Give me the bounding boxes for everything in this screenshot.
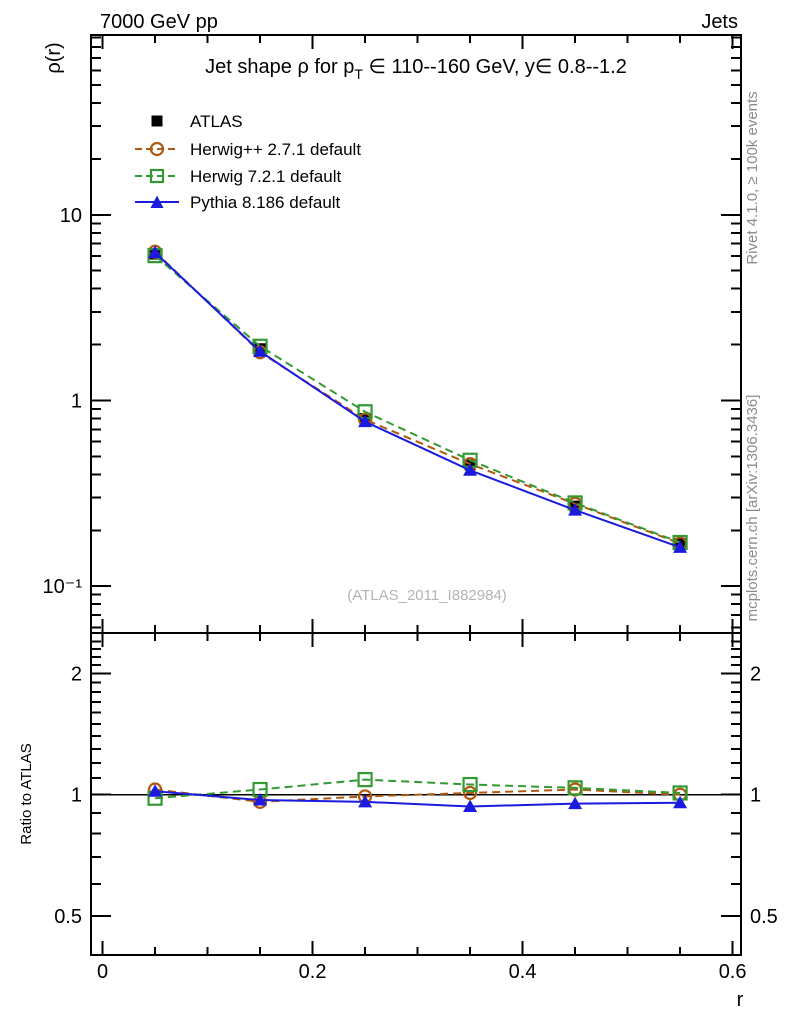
mcplots-credit-note: mcplots.cern.ch [arXiv:1306.3436] xyxy=(744,395,761,622)
plot-title-main: Jet shape ρ for p xyxy=(205,56,354,78)
x-tick-label: 0.6 xyxy=(719,961,747,983)
data-point-triangle-filled xyxy=(568,503,583,516)
y-tick-label-main: 1 xyxy=(71,391,82,413)
y-tick-label-main: 10⁻¹ xyxy=(43,576,83,598)
legend-marker-herwig7-square-icon xyxy=(149,168,165,184)
data-point-triangle-filled xyxy=(463,799,478,812)
legend-marker-pythia-triangle-icon xyxy=(150,195,164,208)
legend-label-herwig7: Herwig 7.2.1 default xyxy=(190,167,341,186)
series-line xyxy=(154,778,681,800)
y-tick-label-ratio-right: 0.5 xyxy=(750,906,778,928)
data-point-triangle-filled xyxy=(148,245,163,258)
x-axis-title: r xyxy=(737,989,744,1011)
rivet-version-note: Rivet 4.1.0, ≥ 100k events xyxy=(744,91,761,264)
y-tick-label-ratio-left: 2 xyxy=(71,663,82,685)
data-point-circle-open xyxy=(462,785,478,801)
y-axis-title-ratio: Ratio to ATLAS xyxy=(18,743,35,844)
legend-label-herwigpp: Herwig++ 2.7.1 default xyxy=(190,140,361,159)
data-point-triangle-filled xyxy=(358,414,373,428)
x-tick-label: 0.2 xyxy=(299,961,327,983)
y-tick-label-ratio-left: 0.5 xyxy=(54,906,82,928)
plot-title: Jet shape ρ for pT ∈ 110--160 GeV, y∈ 0.… xyxy=(205,56,627,82)
y-tick-label-main: 10 xyxy=(60,205,82,227)
axes-layer xyxy=(90,34,742,956)
data-point-triangle-filled xyxy=(148,784,163,797)
plot-title-rest: ∈ 110--160 GeV, y∈ 0.8--1.2 xyxy=(363,56,627,78)
x-tick-label: 0.4 xyxy=(509,961,537,983)
y-tick-label-ratio-right: 2 xyxy=(750,663,761,685)
legend-marker-atlas-square-icon xyxy=(151,115,163,127)
data-point-triangle-filled xyxy=(358,794,373,808)
data-point-triangle-filled xyxy=(673,540,688,553)
legend: ATLAS Herwig++ 2.7.1 default Herwig 7.2.… xyxy=(135,112,361,212)
data-point-triangle-filled xyxy=(568,796,583,810)
data-point-triangle-filled xyxy=(253,793,268,806)
series-line xyxy=(154,251,681,549)
data-point-square-open xyxy=(567,780,583,796)
header-analysis-label: Jets xyxy=(701,11,738,33)
legend-label-pythia: Pythia 8.186 default xyxy=(190,193,341,212)
x-tick-label: 0 xyxy=(97,961,108,983)
data-point-triangle-filled xyxy=(673,795,688,809)
legend-marker-herwigpp-circle-icon xyxy=(149,141,165,157)
main-series-layer xyxy=(147,244,688,553)
y-tick-label-ratio-left: 1 xyxy=(71,785,82,807)
data-point-triangle-filled xyxy=(463,463,478,476)
series-line xyxy=(154,788,681,803)
data-point-square-open xyxy=(357,772,373,788)
legend-label-atlas: ATLAS xyxy=(190,112,243,131)
y-tick-label-ratio-right: 1 xyxy=(750,785,761,807)
tick-labels-layer: 10 1 10⁻¹ 2 2 1 1 0.5 0.5 0 0.2 0.4 0.6 xyxy=(43,205,778,983)
y-axis-title-main: ρ(r) xyxy=(43,42,65,73)
main-panel-frame xyxy=(90,34,742,634)
data-point-triangle-filled xyxy=(253,344,268,357)
header-beam-label: 7000 GeV pp xyxy=(100,11,218,33)
ratio-series-layer xyxy=(91,772,741,812)
data-point-square-open xyxy=(462,776,478,793)
plot-title-subscript: T xyxy=(354,66,363,82)
analysis-watermark: (ATLAS_2011_I882984) xyxy=(347,587,507,604)
series-line xyxy=(154,254,681,544)
series-line xyxy=(154,251,681,545)
series-line xyxy=(154,790,681,808)
